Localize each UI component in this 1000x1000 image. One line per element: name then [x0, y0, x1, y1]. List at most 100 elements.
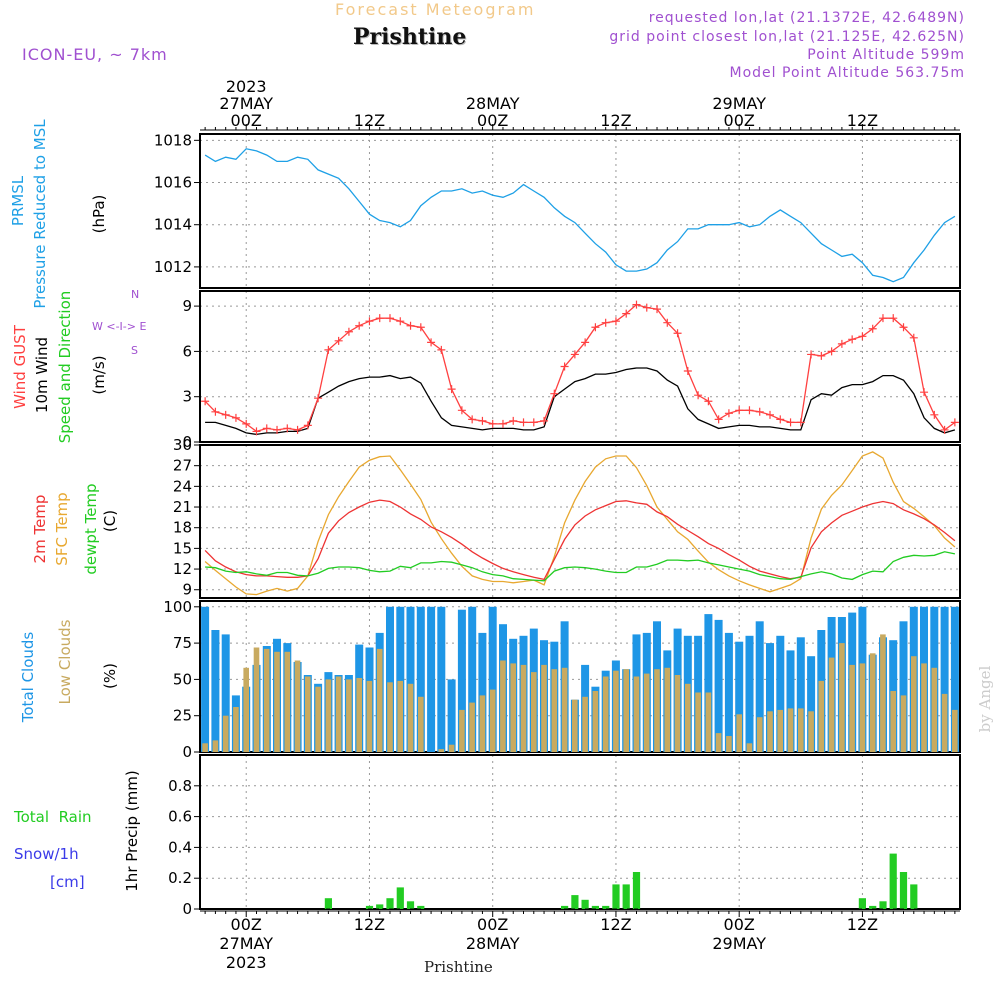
gust-marker [416, 323, 425, 332]
gust-marker [540, 416, 549, 425]
total-cloud-bar [437, 606, 446, 752]
pressure-ytick-label: 1018 [154, 131, 192, 149]
pressure-line [204, 148, 956, 283]
total-cloud-bar [447, 679, 456, 752]
requested-coords: requested lon,lat (21.1372E, 42.6489N) [648, 10, 965, 26]
low-cloud-bar [356, 678, 362, 752]
total-cloud-bar [714, 619, 723, 752]
low-cloud-bar [839, 643, 845, 752]
snow-label: Snow/1h [14, 845, 79, 863]
low-cloud-bar [233, 707, 239, 752]
gust-marker [766, 410, 774, 419]
low-cloud-bar [253, 647, 260, 752]
low-cloud-bar [274, 651, 280, 752]
top-time-label: 00Z [231, 111, 262, 130]
temperature-ytick-label: 30 [173, 436, 192, 454]
low-cloud-bar [243, 667, 249, 752]
low-cloud-bar [284, 651, 291, 752]
precip-ytick-label: 0 [182, 900, 192, 918]
temperature-ytick-label: 12 [173, 560, 192, 578]
bottom-time-label: 00Z [477, 915, 508, 934]
gust-marker [776, 415, 785, 424]
bottom-time-label: 12Z [847, 915, 878, 934]
precip-bar [386, 898, 394, 909]
low-cloud-bar [602, 676, 609, 752]
low-cloud-bar [418, 696, 424, 752]
gust-marker [807, 350, 816, 359]
pressure-ytick-label: 1012 [154, 258, 192, 276]
gust-marker [570, 350, 579, 359]
total-cloud-bar [386, 606, 394, 752]
point-altitude: Point Altitude 599m [807, 47, 965, 63]
gust-marker [437, 345, 446, 354]
gust-marker [796, 418, 805, 427]
pressure-ytick-label: 1016 [154, 174, 192, 192]
snow-unit: [cm] [50, 873, 85, 891]
gust-marker [221, 410, 230, 419]
total-cloud-bar [766, 643, 774, 752]
low-cloud-bar [911, 656, 917, 752]
low-cloud-bar [931, 667, 938, 752]
low-cloud-bar [849, 664, 855, 752]
temperature-ytick-label: 21 [173, 498, 192, 516]
precip-bar [561, 905, 569, 909]
precip-bar [858, 898, 866, 909]
precip-bar [376, 904, 384, 909]
gust-marker [581, 338, 590, 347]
low-cloud-bar [787, 708, 794, 752]
low-cloud-bar [335, 676, 342, 752]
precip-bar [899, 872, 908, 909]
wind-panel-frame [199, 290, 961, 443]
clouds-ytick-label: 100 [163, 598, 192, 616]
gust-marker [334, 336, 343, 345]
precip-bar [910, 884, 918, 909]
precip-bar [571, 895, 579, 909]
gust-marker [663, 318, 672, 327]
wind10-line [205, 367, 956, 436]
total-cloud-bar [745, 635, 754, 752]
gust-marker [324, 345, 333, 354]
total-cloud-bar [396, 606, 405, 752]
precip-bar [612, 884, 620, 909]
gust-marker [601, 318, 610, 327]
gust-marker [632, 300, 641, 309]
gust-marker [242, 419, 251, 428]
low-cloud-bar [448, 744, 455, 752]
gust-marker [745, 406, 754, 415]
low-cloud-bar [705, 692, 712, 752]
low-cloud-bar [376, 648, 383, 752]
precip-bar [889, 853, 897, 909]
precip-bar [622, 884, 630, 909]
top-time-label: 00Z [724, 111, 755, 130]
sfc-temp-line [204, 451, 956, 596]
gust-marker [755, 407, 764, 416]
clouds-ytick-label: 25 [173, 707, 192, 725]
gust-marker [447, 385, 456, 394]
gust-marker [940, 425, 949, 434]
precip-bar [324, 898, 332, 909]
bottom-time-label: 27MAY [219, 934, 273, 953]
total-cloud-bar [468, 606, 477, 752]
low-cloud-bar [592, 691, 599, 752]
gust-marker [386, 314, 394, 323]
low-cloud-bar [726, 736, 732, 752]
model-altitude: Model Point Altitude 563.75m [729, 65, 965, 81]
low-cloud-bar [305, 676, 311, 752]
gust-marker [724, 409, 733, 418]
low-cloud-bar [222, 715, 229, 752]
bottom-time-label: 00Z [231, 915, 262, 934]
gust-marker [211, 407, 220, 416]
low-cloud-bar [633, 676, 640, 752]
total-cloud-bar [478, 632, 487, 752]
gust-marker [498, 419, 507, 428]
total-cloud-bar [427, 606, 436, 752]
total-cloud-bar [724, 632, 733, 752]
gust-marker [303, 421, 312, 430]
low-cloud-bar [263, 648, 270, 752]
gust-marker [468, 415, 477, 424]
gust-marker [622, 309, 631, 318]
gust-marker [519, 418, 528, 427]
gust-marker [858, 332, 867, 341]
low-cloud-bar [952, 709, 958, 752]
